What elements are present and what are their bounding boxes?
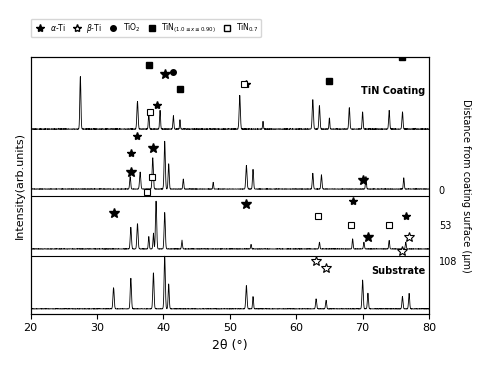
Y-axis label: Intensity(arb.units): Intensity(arb.units) [15, 132, 25, 239]
Text: TiN Coating: TiN Coating [362, 86, 426, 96]
Legend: $\alpha$-Ti, $\beta$-Ti, TiO$_2$, TiN$_{(1.0\leq x\leq 0.90)}$, TiN$_{0.7}$: $\alpha$-Ti, $\beta$-Ti, TiO$_2$, TiN$_{… [31, 19, 261, 37]
Y-axis label: Distance from coating surface (μm): Distance from coating surface (μm) [461, 99, 471, 272]
Text: Substrate: Substrate [371, 266, 426, 276]
X-axis label: 2θ (°): 2θ (°) [212, 339, 247, 352]
